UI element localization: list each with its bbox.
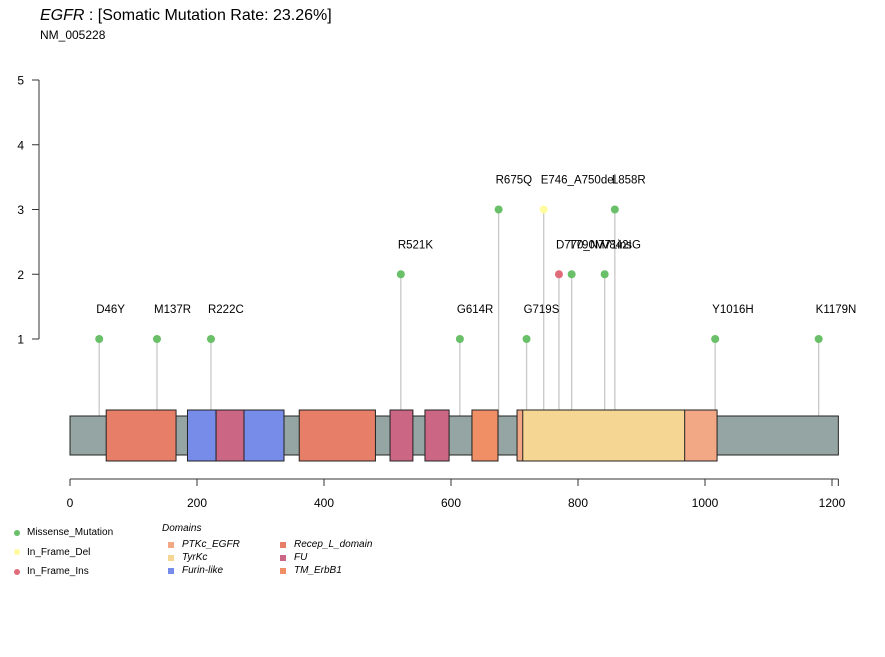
mutation-label: R675Q xyxy=(496,175,532,187)
transcript-id: NM_005228 xyxy=(40,28,106,42)
mutation-label: D46Y xyxy=(96,304,125,316)
domain-legend-item: FU xyxy=(274,551,394,564)
domain-legend-item: Recep_L_domain xyxy=(274,538,394,551)
mutation-legend-item: Missense_Mutation xyxy=(14,523,113,543)
mutation-points xyxy=(95,205,823,343)
mutation-point xyxy=(554,270,563,279)
legend-dot-icon xyxy=(14,549,20,556)
domain-furin-like xyxy=(186,409,217,462)
y-tick-label: 2 xyxy=(17,268,24,282)
mutation-point xyxy=(152,335,161,343)
mutation-point xyxy=(711,335,720,343)
y-tick-label: 5 xyxy=(17,74,24,88)
x-tick-label: 0 xyxy=(67,496,74,510)
y-axis: 1 2 3 4 5 xyxy=(17,74,40,347)
mutation-point xyxy=(455,335,464,343)
legend-label: PTKc_EGFR xyxy=(182,539,240,550)
mutation-point xyxy=(522,335,531,343)
domain-legend-item: PTKc_EGFR xyxy=(162,538,274,551)
legend-dot-icon xyxy=(14,568,20,575)
domain-legend-item: Furin-like xyxy=(162,564,274,577)
legend-label: TyrKc xyxy=(182,552,208,563)
mutation-legend: Missense_Mutation In_Frame_Del In_Frame_In… xyxy=(14,523,113,582)
domain-tm-erbb1 xyxy=(471,409,499,462)
mutation-point xyxy=(539,205,548,214)
domain-legend-item: TyrKc xyxy=(162,551,274,564)
x-tick-label: 600 xyxy=(441,496,461,510)
mutation-label: E746_A750del xyxy=(541,175,616,187)
mutation-point xyxy=(600,270,609,279)
chart-title: EGFR : [Somatic Mutation Rate: 23.26%] xyxy=(40,7,332,25)
legend-dot-icon xyxy=(14,529,20,536)
y-tick-label: 4 xyxy=(17,138,24,152)
mutation-label: M137R xyxy=(154,304,191,316)
domain-recep-l-domain xyxy=(298,409,376,462)
legend-square-icon xyxy=(168,567,174,574)
domain-fu xyxy=(424,409,450,462)
legend-label: In_Frame_Ins xyxy=(27,566,89,578)
domain-recep-l-domain xyxy=(105,409,177,462)
legend-square-icon xyxy=(168,554,174,561)
mutation-point xyxy=(206,335,215,343)
legend-label: FU xyxy=(294,552,308,563)
mutation-label: T790M xyxy=(569,239,605,251)
x-tick-label: 200 xyxy=(187,496,207,510)
mutation-label: G719S xyxy=(524,304,560,316)
y-tick-label: 1 xyxy=(17,333,24,347)
mutation-legend-item: In_Frame_Del xyxy=(14,543,113,563)
protein-backbone xyxy=(69,415,839,456)
mutation-point xyxy=(567,270,576,279)
domain-fu xyxy=(215,409,245,462)
domain-furin-like xyxy=(243,409,285,462)
mutation-point xyxy=(610,205,619,214)
mutation-stems xyxy=(98,209,820,416)
y-tick-label: 3 xyxy=(17,203,24,217)
domain-fu xyxy=(389,409,414,462)
mutation-label: D770_N771insG xyxy=(556,239,641,251)
gene-name: EGFR xyxy=(40,7,85,24)
mutation-point xyxy=(494,205,503,214)
mutation-point xyxy=(396,270,405,279)
mutation-label: Y1016H xyxy=(712,304,754,316)
domain-legend-title: Domains xyxy=(162,523,202,534)
mutation-label: G614R xyxy=(457,304,493,316)
mutation-label: L858R xyxy=(612,175,646,187)
mutation-point xyxy=(814,335,823,343)
x-axis: 0 200 400 600 800 1000 1200 xyxy=(67,478,846,510)
x-tick-label: 400 xyxy=(314,496,334,510)
domain-legend-item: TM_ErbB1 xyxy=(274,564,394,577)
mutation-label: K1179N xyxy=(816,304,857,316)
mutation-labels: D46Y M137R R222C R521K G614R R675Q G719S E746_A… xyxy=(96,175,856,317)
mutation-label: V842I xyxy=(602,239,632,251)
mutation-label: R222C xyxy=(208,304,244,316)
mutation-legend-item: In_Frame_Ins xyxy=(14,562,113,582)
legend-label: Missense_Mutation xyxy=(27,527,114,539)
mutation-label: R521K xyxy=(398,239,433,251)
x-tick-label: 1000 xyxy=(692,496,719,510)
domain-tyrkc xyxy=(522,409,686,462)
legend-square-icon xyxy=(168,541,174,548)
protein-track xyxy=(69,409,839,462)
legend-square-icon xyxy=(280,541,286,548)
legend-square-icon xyxy=(280,567,286,574)
mutation-rate: : [Somatic Mutation Rate: 23.26%] xyxy=(84,7,332,24)
legend-square-icon xyxy=(280,554,286,561)
domain-legend: Domains PTKc_EGFR Recep_L_domain TyrKc FU Fu… xyxy=(162,523,394,577)
legend-label: In_Frame_Del xyxy=(27,546,91,558)
legend-label: TM_ErbB1 xyxy=(294,565,342,576)
x-tick-label: 800 xyxy=(568,496,588,510)
legend-label: Recep_L_domain xyxy=(294,539,373,550)
x-tick-label: 1200 xyxy=(819,496,846,510)
mutation-point xyxy=(95,335,104,343)
legend-label: Furin-like xyxy=(182,565,224,576)
